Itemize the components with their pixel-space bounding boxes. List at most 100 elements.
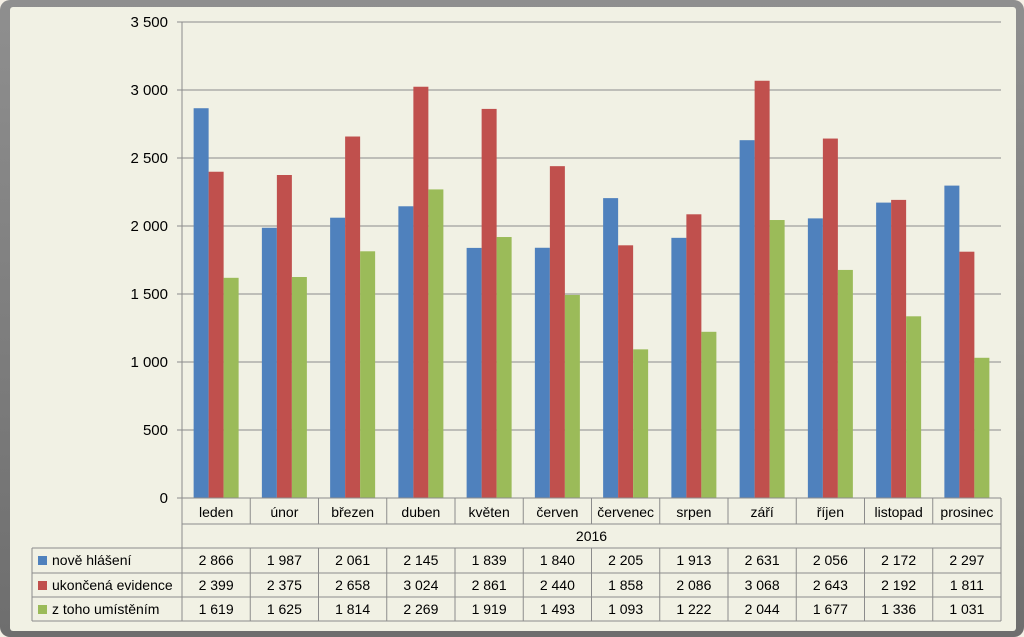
data-table-value: 1 093 <box>608 601 643 617</box>
x-category-label: červenec <box>597 504 654 520</box>
bar-ukončená-evidence <box>208 171 224 498</box>
bar-ukončená-evidence <box>959 251 975 498</box>
bar-ukončená-evidence <box>345 136 361 498</box>
bar-nově-hlášení <box>807 218 823 498</box>
legend-key-nově-hlášení <box>38 556 47 565</box>
data-table-value: 2 086 <box>676 577 711 593</box>
data-table-value: 1 619 <box>199 601 234 617</box>
bar-nově-hlášení <box>876 202 892 498</box>
bar-nově-hlášení <box>603 198 619 498</box>
data-table-value: 2 205 <box>608 552 643 568</box>
data-table-value: 2 056 <box>813 552 848 568</box>
bar-nově-hlášení <box>398 206 414 498</box>
x-category-label: březen <box>331 504 374 520</box>
data-table-value: 2 658 <box>335 577 370 593</box>
bar-nově-hlášení <box>671 237 687 498</box>
data-table-value: 1 913 <box>676 552 711 568</box>
data-table-value: 1 031 <box>949 601 984 617</box>
x-category-label: září <box>750 504 773 520</box>
bar-z-toho-umístěním <box>496 237 512 499</box>
bar-nově-hlášení <box>739 140 755 498</box>
bar-nově-hlášení <box>330 217 346 499</box>
data-table-value: 2 269 <box>403 601 438 617</box>
x-category-label: leden <box>199 504 233 520</box>
bar-z-toho-umístěním <box>906 316 922 498</box>
data-table-value: 2 297 <box>949 552 984 568</box>
data-table-value: 2 643 <box>813 577 848 593</box>
x-category-label: listopad <box>874 504 922 520</box>
data-table-value: 1 677 <box>813 601 848 617</box>
legend-key-z-toho-umístěním <box>38 605 47 614</box>
legend-label: nově hlášení <box>52 552 132 568</box>
data-table-value: 2 044 <box>745 601 780 617</box>
data-table-value: 1 336 <box>881 601 916 617</box>
bar-ukončená-evidence <box>549 166 565 498</box>
data-table-value: 1 987 <box>267 552 302 568</box>
data-table-value: 2 375 <box>267 577 302 593</box>
bar-chart: 0 500 1 000 1 500 2 000 2 500 3 000 3 500 leden ú… <box>31 14 1002 622</box>
x-category-label: prosinec <box>940 504 993 520</box>
bar-z-toho-umístěním <box>633 349 649 498</box>
bar-z-toho-umístěním <box>360 251 376 498</box>
data-table-value: 1 625 <box>267 601 302 617</box>
x-category-label: únor <box>270 504 298 520</box>
data-table-value: 2 631 <box>745 552 780 568</box>
legend-label: ukončená evidence <box>52 577 173 593</box>
y-tick-label: 0 <box>160 490 168 507</box>
x-category-label: říjen <box>817 504 844 520</box>
data-table-value: 2 172 <box>881 552 916 568</box>
y-tick-label: 3 000 <box>130 82 168 99</box>
data-table-value: 1 811 <box>950 577 984 593</box>
bar-ukončená-evidence <box>822 138 838 498</box>
bar-z-toho-umístěním <box>701 331 717 498</box>
y-tick-label: 3 500 <box>130 14 168 31</box>
data-table-value: 1 493 <box>540 601 575 617</box>
bar-ukončená-evidence <box>618 245 634 498</box>
data-table-value: 1 222 <box>676 601 711 617</box>
legend-label: z toho umístěním <box>52 601 159 617</box>
bar-nově-hlášení <box>944 185 960 498</box>
data-table-value: 2 061 <box>335 552 370 568</box>
legend-key-ukončená-evidence <box>38 581 47 590</box>
x-group-label: 2016 <box>576 528 607 544</box>
y-tick-label: 2 500 <box>130 150 168 167</box>
bar-z-toho-umístěním <box>428 189 444 498</box>
bar-nově-hlášení <box>534 247 550 498</box>
data-table-value: 1 814 <box>335 601 370 617</box>
data-table-value: 2 866 <box>199 552 234 568</box>
x-category-label: duben <box>401 504 440 520</box>
y-tick-label: 500 <box>143 422 168 439</box>
chart-area: 0 500 1 000 1 500 2 000 2 500 3 000 3 500 leden ú… <box>10 7 1016 631</box>
x-category-label: srpen <box>676 504 711 520</box>
bar-ukončená-evidence <box>276 175 292 498</box>
data-table-value: 2 399 <box>199 577 234 593</box>
bar-z-toho-umístěním <box>974 357 990 498</box>
bar-ukončená-evidence <box>686 214 702 498</box>
bar-z-toho-umístěním <box>769 220 785 499</box>
data-table-value: 3 068 <box>745 577 780 593</box>
data-table-value: 2 861 <box>472 577 507 593</box>
bar-z-toho-umístěním <box>223 277 239 498</box>
bar-nově-hlášení <box>261 227 277 498</box>
bar-nově-hlášení <box>193 108 209 498</box>
bar-ukončená-evidence <box>891 199 907 498</box>
bar-ukončená-evidence <box>754 80 770 498</box>
data-table-value: 2 192 <box>881 577 916 593</box>
data-table-value: 1 840 <box>540 552 575 568</box>
data-table-value: 1 839 <box>472 552 507 568</box>
bar-z-toho-umístěním <box>837 269 853 498</box>
data-table-value: 1 919 <box>472 601 507 617</box>
data-table-value: 1 858 <box>608 577 643 593</box>
bar-z-toho-umístěním <box>291 277 307 498</box>
data-table-value: 2 145 <box>403 552 438 568</box>
y-tick-label: 2 000 <box>130 218 168 235</box>
y-tick-label: 1 500 <box>130 286 168 303</box>
bar-ukončená-evidence <box>481 108 497 499</box>
data-table-value: 2 440 <box>540 577 575 593</box>
bar-nově-hlášení <box>466 247 482 498</box>
y-tick-label: 1 000 <box>130 354 168 371</box>
bar-ukončená-evidence <box>413 86 429 499</box>
data-table-value: 3 024 <box>403 577 438 593</box>
x-category-label: květen <box>469 504 510 520</box>
